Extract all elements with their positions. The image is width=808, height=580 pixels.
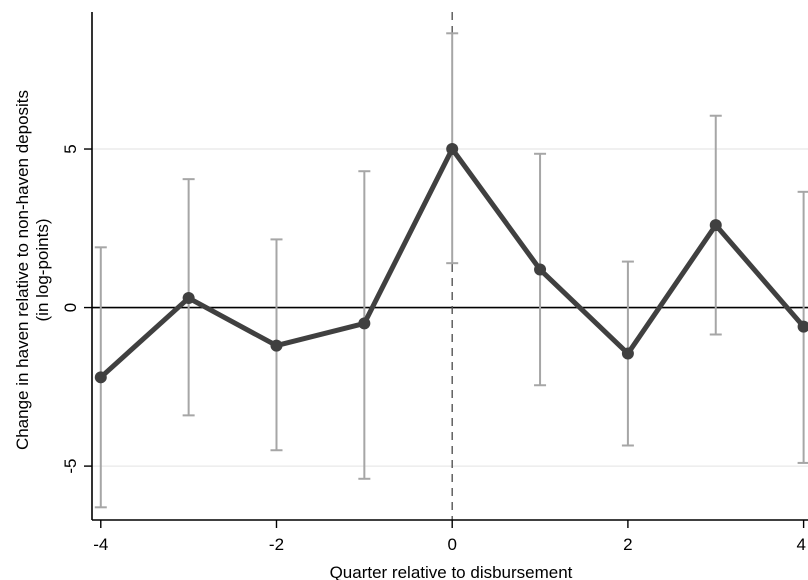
data-point	[446, 143, 459, 156]
x-tick-label: 0	[447, 535, 456, 554]
y-axis-title-line-2: (in log-points)	[33, 219, 52, 322]
y-axis-title: Change in haven relative to non-haven de…	[13, 90, 52, 450]
y-tick-label: 5	[61, 144, 80, 153]
x-axis-title: Quarter relative to disbursement	[330, 563, 573, 580]
y-tick-label: 0	[61, 303, 80, 312]
x-tick-labels: -4 -2 0 2 4	[93, 535, 806, 554]
x-tick-label: -2	[269, 535, 284, 554]
data-point	[358, 317, 371, 330]
data-point	[182, 292, 195, 305]
data-point	[94, 371, 107, 384]
data-point	[534, 263, 547, 276]
data-point	[709, 219, 722, 232]
x-tick-label: 2	[623, 535, 632, 554]
y-tick-labels: -5 0 5	[61, 144, 80, 473]
series	[94, 143, 808, 384]
axes	[84, 12, 808, 528]
y-axis-title-line-1: Change in haven relative to non-haven de…	[13, 90, 32, 450]
y-tick-label: -5	[61, 459, 80, 474]
x-tick-label: 4	[797, 535, 806, 554]
reference-lines	[92, 12, 808, 520]
data-point	[797, 320, 808, 333]
data-point	[621, 347, 634, 360]
data-point	[270, 339, 283, 352]
x-tick-label: -4	[93, 535, 108, 554]
confidence-intervals	[94, 32, 808, 509]
